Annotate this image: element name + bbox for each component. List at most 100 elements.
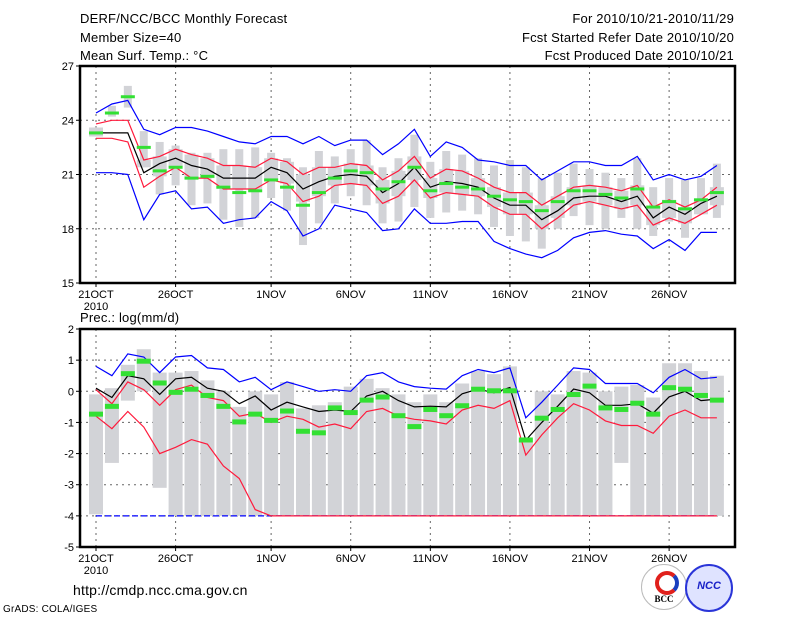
member-range-bar (693, 371, 708, 516)
member-range-bar (359, 378, 374, 516)
member-range-bar (280, 381, 295, 516)
member-range-bar (264, 394, 279, 516)
y-tick-label: -2 (64, 449, 74, 461)
observed-marker (359, 397, 374, 403)
member-range-bar (311, 405, 326, 516)
observed-marker (311, 430, 326, 436)
x-tick-label: 21OCT (78, 553, 114, 565)
x-tick-label: 16NOV (492, 289, 529, 301)
observed-marker (311, 191, 326, 195)
member-range-bar (471, 371, 486, 516)
observed-marker (216, 185, 231, 189)
temperature-panel: 15 18 21 24 27 21OCT 26OCT 1NOV 6NOV 11NOV 16NOV 21… (62, 61, 737, 313)
member-range-bar (662, 363, 677, 516)
y-tick-label: 27 (62, 61, 74, 73)
observed-marker (248, 411, 263, 417)
member-range-bar (232, 406, 247, 516)
observed-marker (104, 111, 119, 115)
forecast-start-date: Fcst Started Refer Date 2010/10/20 (521, 30, 734, 45)
y-tick-label: -5 (64, 542, 74, 554)
variable-label: Mean Surf. Temp.: °C (80, 48, 209, 63)
x-tick-label: 26NOV (651, 289, 688, 301)
member-iqr-box (216, 165, 231, 189)
member-range-bar (89, 394, 103, 515)
observed-marker (439, 182, 454, 186)
observed-marker (455, 185, 470, 189)
chart-title: DERF/NCC/BCC Monthly Forecast (80, 11, 288, 26)
member-range-bar (630, 385, 645, 516)
observed-marker (439, 413, 454, 419)
observed-marker (391, 413, 406, 419)
observed-marker (264, 178, 279, 182)
source-url[interactable]: http://cmdp.ncc.cma.gov.cn (73, 582, 248, 598)
forecast-produced-date: Fcst Produced Date 2010/10/21 (544, 48, 734, 63)
plot-frame (78, 64, 737, 285)
x-tick-label: 6NOV (336, 289, 367, 301)
y-tick-label: 2 (68, 324, 74, 336)
ensemble-mean-line (96, 132, 718, 221)
observed-marker (471, 386, 486, 392)
member-range-bar (439, 402, 454, 516)
observed-marker (168, 165, 183, 169)
observed-marker (280, 408, 295, 414)
observed-marker (598, 192, 613, 196)
member-range-bar (107, 105, 116, 117)
observed-marker (375, 394, 390, 400)
ensemble-mean-line (95, 375, 717, 442)
observed-marker (693, 198, 708, 202)
lower-spread-line (95, 410, 717, 517)
x-tick-label: 21NOV (571, 289, 608, 301)
observed-marker (184, 176, 199, 180)
y-tick-label: 15 (62, 278, 74, 290)
observed-marker (359, 171, 374, 175)
member-range-bar (423, 394, 438, 516)
observed-marker (136, 145, 151, 149)
observed-marker (423, 189, 438, 193)
member-range-bar (487, 374, 501, 516)
observed-marker (678, 386, 693, 392)
y-tick-label: 1 (68, 355, 74, 367)
member-iqr-box (693, 199, 708, 215)
member-range-bar (343, 386, 358, 516)
observed-marker (630, 187, 645, 191)
observed-marker (502, 388, 517, 394)
observed-marker (327, 176, 342, 180)
x-tick-label: 6NOV (336, 553, 367, 565)
member-iqr-box (136, 160, 151, 168)
member-range-bar (248, 391, 263, 516)
member-range-bar (582, 372, 597, 516)
grads-credit: GrADS: COLA/IGES (3, 604, 98, 615)
ensemble-min-line (96, 172, 717, 259)
observed-marker (630, 400, 645, 406)
member-range-bar (295, 408, 310, 516)
observed-marker (152, 380, 167, 386)
y-tick-label: -1 (64, 417, 74, 429)
member-range-bar (200, 380, 215, 516)
observed-marker (566, 189, 581, 193)
member-range-bar (184, 371, 199, 516)
x-tick-label: 11NOV (413, 553, 449, 565)
observed-marker (518, 437, 533, 443)
observed-marker (518, 200, 533, 204)
member-iqr-box (678, 207, 693, 224)
observed-marker (502, 198, 517, 202)
member-iqr-box (375, 179, 390, 204)
observed-marker (343, 169, 358, 173)
observed-marker (136, 358, 151, 364)
upper-spread-line (95, 119, 718, 208)
y-tick-label: 0 (68, 386, 74, 398)
observed-marker (295, 428, 310, 434)
observed-marker (471, 187, 486, 191)
member-range-bar (614, 386, 629, 463)
observed-marker (232, 419, 247, 425)
observed-marker (407, 424, 422, 430)
ensemble-max-line (95, 353, 717, 419)
observed-marker (343, 410, 358, 416)
observed-marker (168, 389, 183, 395)
ensemble-max-line (95, 99, 718, 181)
observed-marker (280, 185, 295, 189)
observed-marker (566, 392, 581, 398)
precip-panel: -5 -4 -3 -2 -1 0 1 2 21OCT 26OCT 1NOV 6NOV 11NOV 16NO… (64, 324, 737, 577)
member-iqr-box (295, 174, 310, 202)
